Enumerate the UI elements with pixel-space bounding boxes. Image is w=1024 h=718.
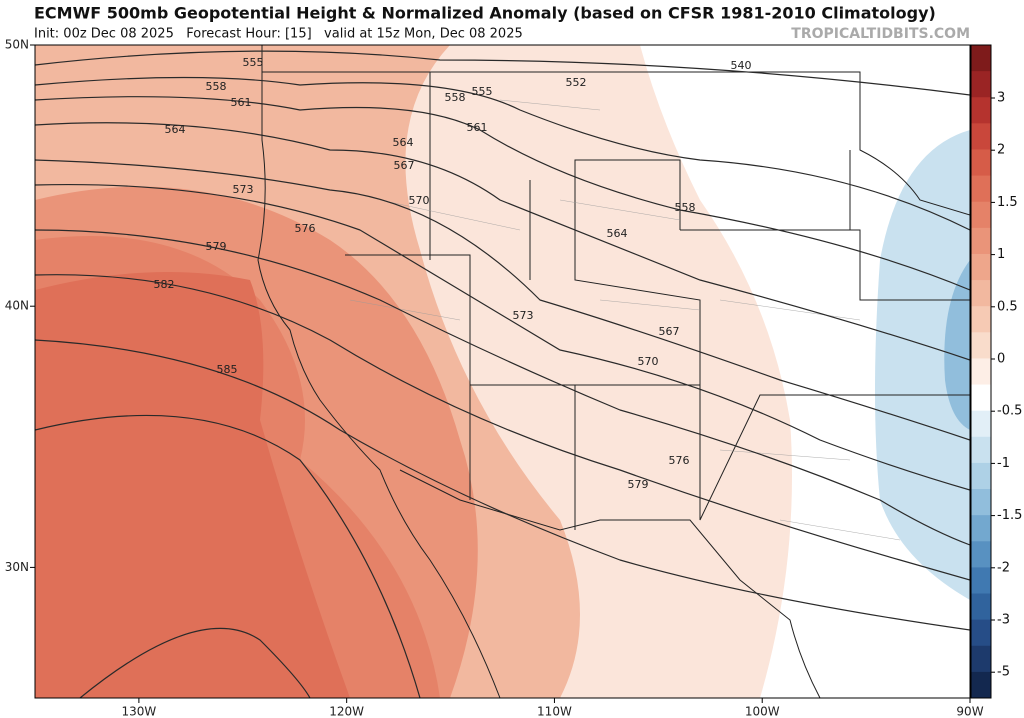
- contour-label: 573: [513, 309, 534, 322]
- colorbar-swatch: [971, 201, 991, 229]
- colorbar-label: 0.5: [997, 299, 1018, 314]
- colorbar-swatch: [971, 593, 991, 621]
- colorbar-swatch: [971, 97, 991, 124]
- colorbar-swatch: [971, 410, 991, 438]
- contour-label: 552: [566, 76, 587, 89]
- colorbar-swatch: [971, 123, 991, 150]
- borders: [257, 45, 970, 698]
- colorbar-label: 1: [997, 247, 1005, 262]
- colorbar-swatch: [971, 541, 991, 568]
- lon-tick-label: 110W: [537, 705, 572, 718]
- contour-label: 576: [295, 222, 316, 235]
- colorbar-swatch: [971, 175, 991, 203]
- colorbar-label: -5: [997, 665, 1010, 680]
- contour-label: 585: [217, 363, 238, 376]
- contour-label: 567: [659, 325, 680, 338]
- colorbar-label: 3: [997, 91, 1005, 106]
- lat-tick-label: 50N: [5, 38, 29, 52]
- contour-label: 555: [472, 85, 493, 98]
- contour-label: 570: [638, 355, 659, 368]
- lon-tick-label: 90W: [956, 705, 983, 718]
- anomaly-area: [944, 260, 970, 430]
- contour-label: 558: [445, 91, 466, 104]
- colorbar-label: -3: [997, 613, 1010, 628]
- colorbar-swatch: [971, 358, 991, 386]
- contour-label: 558: [206, 80, 227, 93]
- contour-label: 558: [675, 201, 696, 214]
- colorbar-swatch: [971, 227, 991, 255]
- colorbar-swatch: [971, 71, 991, 98]
- border: [429, 72, 860, 530]
- colorbar-swatch: [971, 384, 991, 412]
- colorbar-label: 0: [997, 352, 1005, 367]
- colorbar-label: -2: [997, 560, 1010, 575]
- subtitle: Init: 00z Dec 08 2025 Forecast Hour: [15…: [34, 27, 523, 42]
- contour-label: 540: [731, 59, 752, 72]
- contour-label: 564: [165, 123, 186, 136]
- border: [262, 71, 970, 216]
- contour-label: 582: [154, 278, 175, 291]
- lon-tick-label: 120W: [329, 705, 364, 718]
- contour-labels: 555 558 561 564 573 579 582 585 576 567 564 570 558 5…: [154, 56, 752, 491]
- contour-label: 561: [231, 96, 252, 109]
- anomaly-area: [640, 45, 970, 698]
- border: [345, 159, 701, 386]
- lat-tick-label: 40N: [5, 299, 29, 313]
- colorbar-swatch: [971, 45, 991, 72]
- colorbar-swatch: [971, 489, 991, 516]
- contour-label: 561: [467, 121, 488, 134]
- colorbar-swatch: [971, 645, 991, 673]
- contours: [35, 50, 970, 698]
- lat-tick-label: 30N: [5, 560, 29, 574]
- contour-label: 579: [628, 478, 649, 491]
- colorbar-label: -0.5: [997, 404, 1022, 419]
- contour-label: 564: [393, 136, 414, 149]
- contour-label: 567: [394, 159, 415, 172]
- colorbar-swatch: [971, 567, 991, 595]
- lon-tick-label: 130W: [121, 705, 156, 718]
- contour-label: 570: [409, 194, 430, 207]
- contour-label: 579: [206, 240, 227, 253]
- lon-tick-label: 100W: [745, 705, 780, 718]
- title: ECMWF 500mb Geopotential Height & Normal…: [34, 4, 936, 23]
- colorbar-label: 1.5: [997, 195, 1018, 210]
- colorbar-swatch: [971, 280, 991, 307]
- colorbar-swatch: [971, 306, 991, 333]
- colorbar: 3 2 1.5 1 0.5 0 -0.5 -1 -1.5 -2 -3 -5: [970, 44, 1022, 699]
- colorbar-swatch: [971, 436, 991, 464]
- anomaly-area: [35, 272, 350, 698]
- colorbar-label: 2: [997, 143, 1005, 158]
- colorbar-swatch: [971, 515, 991, 542]
- colorbar-swatch: [971, 671, 991, 699]
- map-frame: [34, 44, 971, 699]
- colorbar-label: -1: [997, 456, 1010, 471]
- colorbar-swatch: [971, 332, 991, 359]
- contour-label: 576: [669, 454, 690, 467]
- border: [680, 150, 970, 396]
- county-lines: [349, 99, 901, 541]
- colorbar-swatch: [971, 462, 991, 490]
- border: [399, 469, 821, 698]
- axis-ticks: 130W 120W 110W 100W 90W 50N 40N 30N: [5, 38, 984, 718]
- coastline: [257, 45, 501, 698]
- watermark: TROPICALTIDBITS.COM: [791, 26, 970, 42]
- contour-label: 573: [233, 183, 254, 196]
- colorbar-label: -1.5: [997, 508, 1022, 523]
- colorbar-swatch: [971, 619, 991, 647]
- contour-label: 564: [607, 227, 628, 240]
- map-area: 555 558 561 564 573 579 582 585 576 567 564 570 558 5…: [35, 45, 970, 698]
- contour-label: 555: [243, 56, 264, 69]
- colorbar-swatch: [971, 253, 991, 281]
- colorbar-frame: [970, 44, 992, 699]
- colorbar-swatch: [971, 149, 991, 177]
